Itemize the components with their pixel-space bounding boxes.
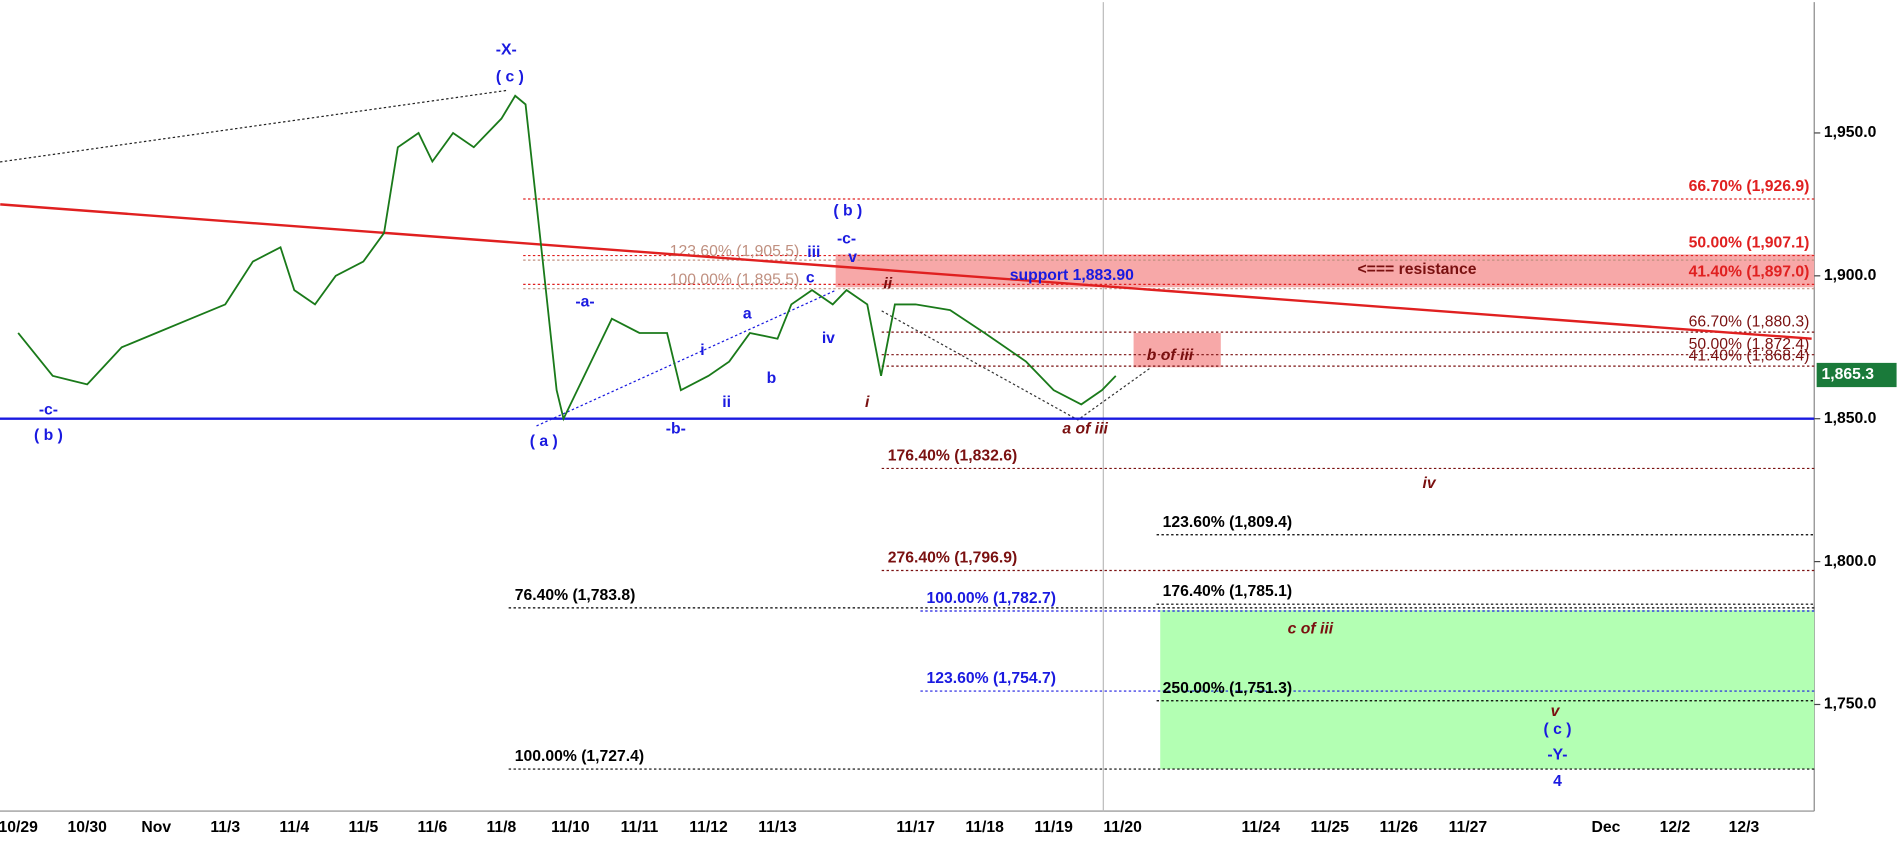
fib-label: 123.60% (1,905.5) [670,243,799,260]
wave-label: ii [722,394,731,411]
fib-label: 276.40% (1,796.9) [888,550,1017,567]
x-tick-label: 11/18 [965,819,1004,836]
target-zone [1133,332,1221,368]
fib-label: 41.40% (1,897.0) [1689,263,1810,280]
x-tick-label: 11/6 [417,819,447,836]
wave-label: -a- [575,294,594,311]
wave-label: iii [807,244,820,261]
fib-label: 123.60% (1,809.4) [1163,514,1292,531]
x-tick-label: 11/24 [1241,819,1280,836]
x-tick-label: Nov [141,819,171,836]
wave-label: -b- [666,421,686,438]
wave-label: ( b ) [34,427,63,444]
wave-label: v [848,249,857,266]
wave-label: ( b ) [833,203,862,220]
wave-label: i [865,394,870,411]
fib-label: 41.40% (1,868.4) [1689,348,1810,365]
price-tag-label: 1,865.3 [1821,366,1874,383]
fib-label: 66.70% (1,880.3) [1689,314,1810,331]
fib-label: 100.00% (1,895.5) [670,271,799,288]
fib-label: 100.00% (1,727.4) [515,748,644,765]
x-tick-label: 10/30 [68,819,108,836]
x-tick-label: 12/2 [1660,819,1691,836]
wave-label: -X- [496,42,517,59]
x-tick-label: 11/8 [487,819,517,836]
fib-label: 176.40% (1,832.6) [888,447,1017,464]
x-tick-label: 11/5 [348,819,378,836]
fib-label: 50.00% (1,907.1) [1689,235,1810,252]
wave-label: c of iii [1288,621,1334,638]
wave-label: -Y- [1547,747,1567,764]
wave-label: ( c ) [496,68,524,85]
fib-label: 76.40% (1,783.8) [515,587,636,604]
y-tick-label: 1,750.0 [1824,696,1877,713]
price-tag [1816,362,1897,388]
x-tick-label: 11/19 [1034,819,1073,836]
x-tick-label: 11/26 [1380,819,1419,836]
wave-label: ii [883,275,892,292]
wave-label: a of iii [1062,421,1108,438]
fib-label: 250.00% (1,751.3) [1163,680,1292,697]
x-tick-label: 11/20 [1103,819,1142,836]
fib-label: 176.40% (1,785.1) [1163,583,1292,600]
x-tick-label: 11/17 [896,819,935,836]
wave-label: v [1551,703,1561,720]
wave-label: support 1,883.90 [1010,267,1134,284]
wave-label: -c- [837,231,856,248]
fib-label: 50.00% (1,872.4) [1689,336,1810,353]
x-tick-label: 11/25 [1311,819,1350,836]
wave-label: -c- [39,401,58,418]
wave-label: iv [1423,475,1437,492]
x-tick-label: Dec [1591,819,1620,836]
wave-label: 4 [1553,773,1562,790]
wave-label: b of iii [1147,347,1194,364]
wave-label: c [806,269,815,286]
x-tick-label: 11/11 [621,819,659,836]
y-tick-label: 1,950.0 [1824,124,1877,141]
y-tick-label: 1,850.0 [1824,410,1877,427]
wave-label: ( c ) [1543,721,1571,738]
target-zone [1160,610,1815,770]
x-tick-label: 10/29 [0,819,38,836]
price-line [17,94,1117,422]
wave-guide [536,289,836,427]
wave-label: a [743,306,752,323]
x-tick-label: 11/12 [689,819,728,836]
wave-label: <=== resistance [1357,261,1476,278]
x-tick-label: 11/4 [279,819,309,836]
y-tick-label: 1,900.0 [1824,267,1877,284]
wave-label: iv [822,330,835,347]
x-tick-label: 12/3 [1729,819,1760,836]
fib-label: 100.00% (1,782.7) [926,590,1055,607]
wave-label: ( a ) [530,433,558,450]
fib-label: 66.70% (1,926.9) [1689,178,1810,195]
y-tick-label: 1,800.0 [1824,553,1877,570]
x-tick-label: 11/27 [1449,819,1488,836]
wave-label: b [767,370,777,387]
wave-label: i [700,342,704,359]
fib-label: 123.60% (1,754.7) [926,670,1055,687]
x-tick-label: 11/10 [551,819,590,836]
trendline [0,203,1812,340]
x-tick-label: 11/3 [210,819,240,836]
x-tick-label: 11/13 [758,819,797,836]
resistance-zone [835,254,1815,288]
